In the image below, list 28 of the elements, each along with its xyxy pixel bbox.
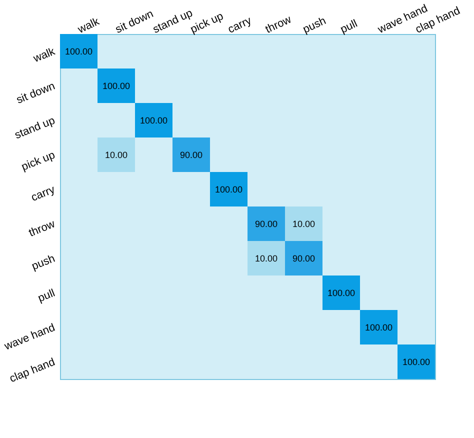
data-label: 10.00	[104, 150, 128, 160]
y-tick-label: pick up	[20, 149, 57, 174]
data-label: 90.00	[180, 150, 203, 160]
y-tick-label: clap hand	[8, 356, 57, 386]
y-tick-label: sit down	[14, 80, 57, 106]
y-tick-label: pull	[36, 287, 57, 305]
data-label: 10.00	[254, 253, 278, 264]
x-tick-label: walk	[75, 16, 102, 36]
x-tick-label: carry	[226, 14, 254, 36]
data-label: 100.00	[214, 184, 243, 194]
data-label: 100.00	[364, 322, 393, 332]
data-label: 10.00	[292, 218, 316, 229]
y-tick-label: throw	[27, 218, 57, 240]
data-label: 90.00	[292, 253, 316, 264]
data-label: 100.00	[102, 80, 130, 91]
x-tick-label: push	[301, 14, 328, 36]
y-tick-label: carry	[30, 184, 58, 204]
y-tick-label: push	[30, 252, 57, 273]
y-tick-label: wave hand	[2, 322, 57, 354]
data-label: 100.00	[327, 288, 356, 298]
x-tick-label: throw	[264, 14, 294, 36]
data-label: 100.00	[140, 115, 168, 126]
x-tick-label: pull	[338, 18, 360, 36]
data-label: 90.00	[254, 218, 278, 229]
y-tick-label: stand up	[13, 114, 57, 142]
data-label: 100.00	[402, 356, 430, 367]
data-label: 100.00	[64, 46, 93, 56]
y-tick-label: walk	[30, 46, 58, 66]
